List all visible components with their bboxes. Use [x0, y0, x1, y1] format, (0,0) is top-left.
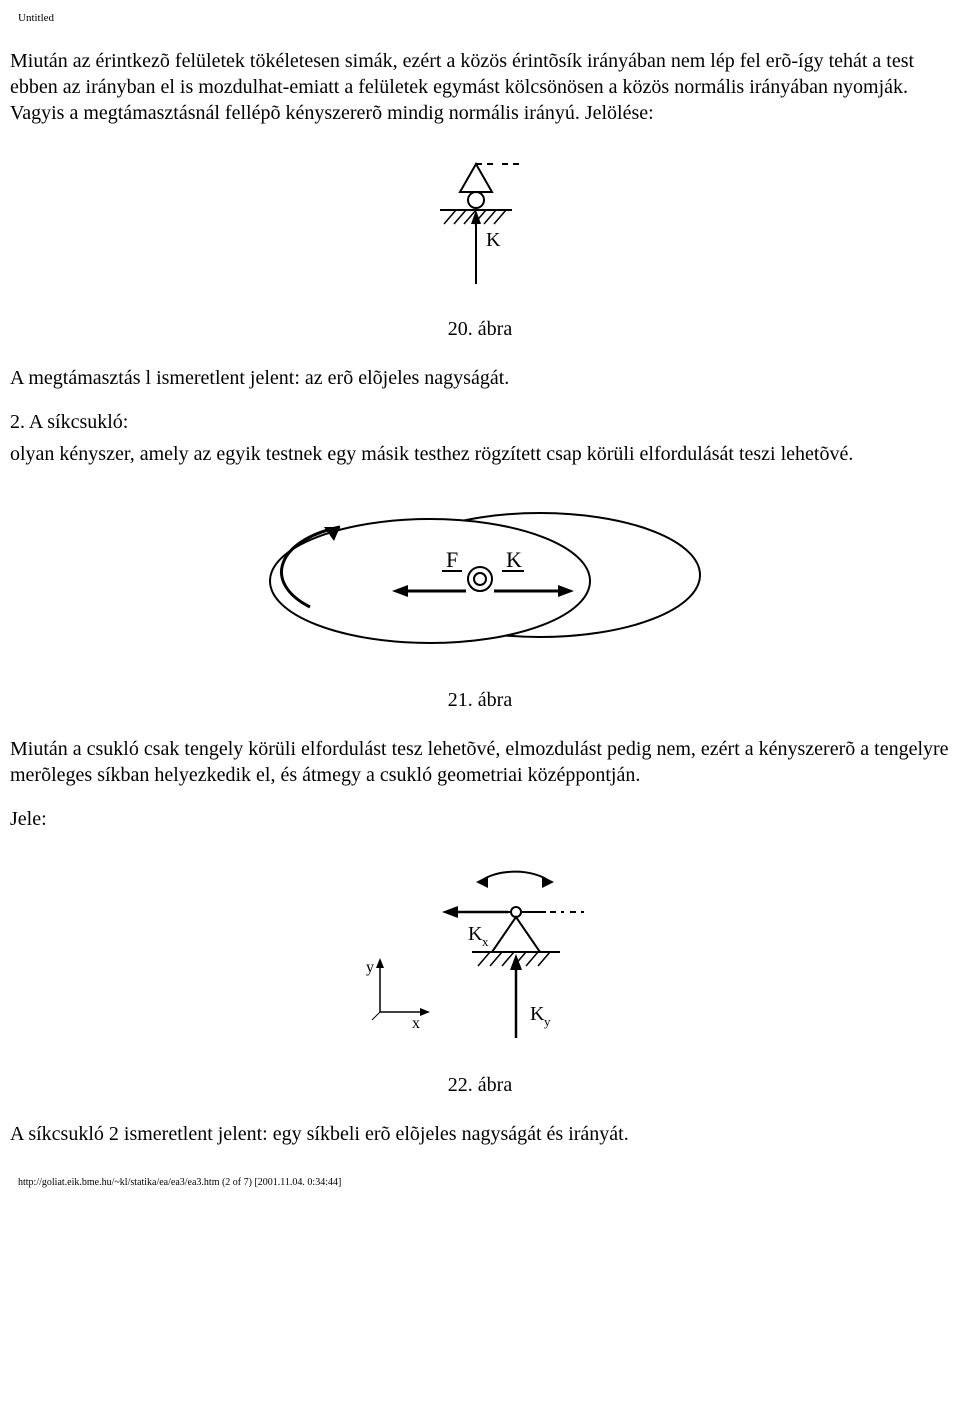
page-title: Untitled: [18, 12, 54, 24]
hinge-ellipses-diagram: F K: [250, 487, 710, 667]
label-K: K: [486, 229, 501, 251]
label-jele: Jele:: [10, 806, 950, 832]
label-K: K: [506, 547, 522, 572]
paragraph-5: A síkcsukló 2 ismeretlent jelent: egy sí…: [10, 1121, 950, 1147]
paragraph-4: Miután a csukló csak tengely körüli elfo…: [10, 736, 950, 788]
label-Kx: K: [468, 923, 483, 945]
heading-2: 2. A síkcsukló:: [10, 409, 950, 435]
paragraph-1: Miután az érintkezõ felületek tökéletese…: [10, 48, 950, 126]
paragraph-3: olyan kényszer, amely az egyik testnek e…: [10, 441, 950, 467]
label-Kx-sub: x: [482, 934, 489, 949]
label-Ky: K: [530, 1003, 545, 1025]
figure-22: y x K x K y: [10, 852, 950, 1058]
figure-21: F K: [10, 487, 950, 673]
caption-22: 22. ábra: [10, 1074, 950, 1097]
paragraph-2: A megtámasztás l ismeretlent jelent: az …: [10, 365, 950, 391]
page-footer: http://goliat.eik.bme.hu/~kl/statika/ea/…: [10, 1177, 950, 1188]
label-F: F: [446, 547, 458, 572]
label-Ky-sub: y: [544, 1014, 551, 1029]
figure-20: K: [10, 146, 950, 302]
caption-20: 20. ábra: [10, 318, 950, 341]
footer-text: http://goliat.eik.bme.hu/~kl/statika/ea/…: [18, 1177, 341, 1188]
caption-21: 21. ábra: [10, 689, 950, 712]
axis-y: y: [366, 959, 374, 976]
axis-x: x: [412, 1015, 420, 1032]
page-header: Untitled: [10, 12, 950, 24]
support-symbol-diagram: K: [410, 146, 550, 296]
pin-support-diagram: y x K x K y: [350, 852, 610, 1052]
